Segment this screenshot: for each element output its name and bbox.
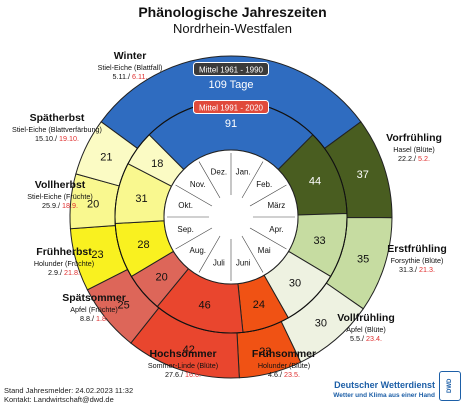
season-date-old: 5.5./ [350,334,364,343]
season-name: Vollherbst [34,179,86,191]
legend-badge-1991-2020-label: Mittel 1991 - 2020 [199,104,264,113]
season-label-spaetherbst: Spätherbst Stiel-Eiche (Blattverfärbung)… [2,112,112,143]
season-name: Vollfrühling [337,312,395,324]
season-date-new: 23.5. [284,370,300,379]
ring0-value-label: 20 [87,198,99,210]
season-label-spaetsommer: Spätsommer Apfel (Früchte) 8.8./ 1.8. [52,292,136,323]
footer-kontakt[interactable]: Kontakt: Landwirtschaft@dwd.de [4,395,114,404]
ring1-value-label: 33 [313,235,325,247]
ring1-value-label: 31 [135,193,147,205]
dwd-brand: Deutscher Wetterdienst Wetter und Klima … [333,380,435,400]
season-phase: Forsythie (Blüte) [390,256,444,265]
ring0-value-label: 21 [100,152,112,164]
season-date-old: 4.6./ [268,370,282,379]
season-phase: Apfel (Blüte) [346,325,386,334]
month-label: Nov. [190,180,206,189]
legend-badge-1991-2020 [193,100,269,114]
chart-subtitle: Nordrhein-Westfalen [173,21,292,36]
brand-slogan: Wetter und Klima aus einer Hand [333,392,435,399]
season-name: Frühsommer [251,348,317,360]
ring0-value-label: 37 [357,169,369,181]
season-date-old: 27.6./ [165,370,183,379]
legend-badge-1961-1990-label: Mittel 1961 - 1990 [199,66,264,75]
legend-badge-1961-1990 [193,62,269,76]
season-date-new: 23.4. [366,334,382,343]
season-phase: Sommer-Linde (Blüte) [147,361,219,370]
season-phase: Holunder (Früchte) [33,259,95,268]
chart-title: Phänologische Jahreszeiten [138,4,327,20]
month-label: Jan. [236,168,251,177]
footer-stand: Stand Jahresmelder: 24.02.2023 11:32 [4,386,134,395]
month-label: Aug. [190,246,206,255]
month-label: Feb. [256,180,272,189]
season-label-vorfruehling: Vorfrühling Hasel (Blüte) 22.2./ 5.2. [368,132,460,163]
month-label: Okt. [178,201,193,210]
season-phase: Holunder (Blüte) [257,361,311,370]
ring1-value-label: 44 [309,176,321,188]
season-date-new: 1.8. [96,314,108,323]
ring1-value-label: 46 [198,300,210,312]
season-phase: Stiel-Eiche (Früchte) [27,192,93,201]
ring1-value-label: 28 [137,239,149,251]
season-date-old: 5.11./ [112,72,130,81]
season-date-new: 16.6. [184,370,201,379]
season-label-fruehsommer: Frühsommer Holunder (Blüte) 4.6./ 23.5. [240,348,328,379]
ring0-value-label: 25 [118,300,130,312]
season-name: Spätsommer [62,292,126,304]
season-label-vollherbst: Vollherbst Stiel-Eiche (Früchte) 25.9./ … [14,179,106,210]
season-name: Frühherbst [36,246,92,258]
season-name: Winter [113,50,147,62]
dwd-logo-icon: DWD [439,371,461,401]
season-label-fruehherbst: Frühherbst Holunder (Früchte) 2.9./ 21.8… [20,246,108,277]
season-name: Vorfrühling [386,132,442,144]
brand-name: Deutscher Wetterdienst [334,380,435,390]
season-name: Hochsommer [149,348,217,360]
season-label-hochsommer: Hochsommer Sommer-Linde (Blüte) 27.6./ 1… [133,348,233,379]
season-name: Spätherbst [29,112,85,124]
ring1-value-label: 24 [253,299,265,311]
month-label: Sep. [177,225,193,234]
season-label-vollfruehling: Vollfrühling Apfel (Blüte) 5.5./ 23.4. [320,312,412,343]
winter-new-label: 91 [225,118,237,130]
season-date-old: 22.2./ [398,154,416,163]
season-date-new: 21.3. [418,265,435,274]
season-name: Erstfrühling [387,243,447,255]
season-phase: Stiel-Eiche (Blattfall) [97,63,163,72]
season-date-old: 31.3./ [399,265,417,274]
ring0-value-label: 23 [259,346,271,358]
month-label: Dez. [211,168,227,177]
season-date-old: 8.8./ [80,314,94,323]
month-label: März [268,201,286,210]
season-phase: Stiel-Eiche (Blattverfärbung) [12,125,102,134]
season-date-new: 18.9. [61,201,78,210]
season-date-old: 2.9./ [48,268,62,277]
ring1-value-label: 20 [155,272,167,284]
season-date-new: 19.10. [59,134,79,143]
month-hub [209,195,253,239]
ring1-value-label: 30 [289,277,301,289]
season-date-new: 5.2. [417,154,430,163]
ring0-value-label: 23 [91,249,103,261]
season-phase: Apfel (Früchte) [70,305,118,314]
month-label: Juni [236,258,251,267]
season-label-erstfruehling: Erstfrühling Forsythie (Blüte) 31.3./ 21… [373,243,461,274]
season-date-old: 15.10./ [35,134,57,143]
season-date-old: 25.9./ [42,201,60,210]
season-phase: Hasel (Blüte) [393,145,435,154]
month-label: Mai [258,246,271,255]
month-label: Juli [213,258,225,267]
month-label: Apr. [269,225,283,234]
ring1-value-label: 18 [151,158,163,170]
ring0-value-label: 30 [315,317,327,329]
season-date-new: 6.11. [132,72,148,81]
ring0-value-label: 35 [357,254,369,266]
season-label-winter: Winter Stiel-Eiche (Blattfall) 5.11./ 6.… [80,50,180,81]
season-date-new: 21.8. [64,268,80,277]
ring0-value-label: 42 [183,344,195,356]
winter-old-label: 109 Tage [208,79,253,91]
